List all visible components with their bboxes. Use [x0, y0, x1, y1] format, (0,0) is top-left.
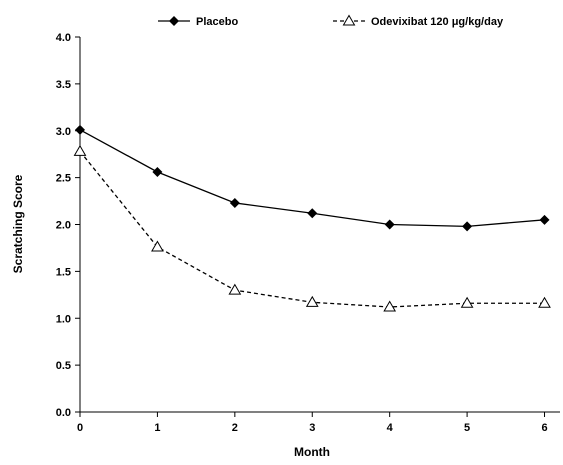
- x-tick-label: 2: [232, 422, 238, 434]
- series-layer: [73, 124, 551, 312]
- y-tick-label: 1.5: [56, 266, 71, 278]
- x-tick-label: 0: [77, 422, 83, 434]
- placebo-data-point: [384, 219, 395, 230]
- odevixibat-data-point: [228, 283, 242, 295]
- y-tick-label: 1.0: [56, 313, 71, 325]
- y-ticks: 0.0 0.5 1.0 1.5 2.0 2.5 3.0 3.5 4.0: [56, 32, 80, 419]
- odevixibat-data-point: [383, 300, 397, 312]
- odevixibat-data-point: [460, 296, 474, 308]
- series-line-1: [79, 150, 545, 308]
- x-tick-label: 6: [541, 422, 547, 434]
- odevixibat-data-point: [73, 144, 87, 156]
- y-tick-label: 0.5: [56, 360, 71, 372]
- y-axis-title: Scratching Score: [11, 174, 25, 273]
- odevixibat-data-point: [538, 296, 551, 308]
- odevixibat-data-point: [151, 240, 164, 252]
- placebo-data-point: [75, 124, 85, 135]
- y-tick-label: 4.0: [56, 32, 71, 44]
- placebo-data-point: [539, 214, 550, 225]
- y-tick-label: 3.0: [56, 126, 71, 138]
- y-tick-label: 2.5: [56, 173, 71, 185]
- y-tick-label: 0.0: [56, 407, 71, 419]
- legend-placebo-label: Placebo: [196, 16, 238, 28]
- odevixibat-data-point: [305, 295, 319, 307]
- placebo-data-point: [152, 167, 163, 177]
- placebo-data-point: [307, 208, 318, 219]
- placebo-data-point: [229, 197, 240, 208]
- x-tick-label: 3: [309, 422, 315, 434]
- y-tick-label: 3.5: [56, 79, 71, 91]
- x-tick-label: 5: [464, 422, 470, 434]
- x-axis-title: Month: [294, 445, 330, 459]
- y-tick-label: 2.0: [56, 220, 71, 232]
- x-tick-label: 4: [387, 422, 394, 434]
- legend-placebo-marker: [169, 16, 179, 26]
- legend-odevixibat-label: Odevixibat 120 μg/kg/day: [371, 16, 504, 28]
- legend-odevixibat-marker: [342, 14, 356, 26]
- x-ticks: 0 1 2 3 4 5 6: [77, 412, 548, 434]
- legend: Placebo Odevixibat 120 μg/kg/day: [158, 14, 504, 28]
- x-tick-label: 1: [154, 422, 160, 434]
- placebo-data-point: [462, 221, 473, 232]
